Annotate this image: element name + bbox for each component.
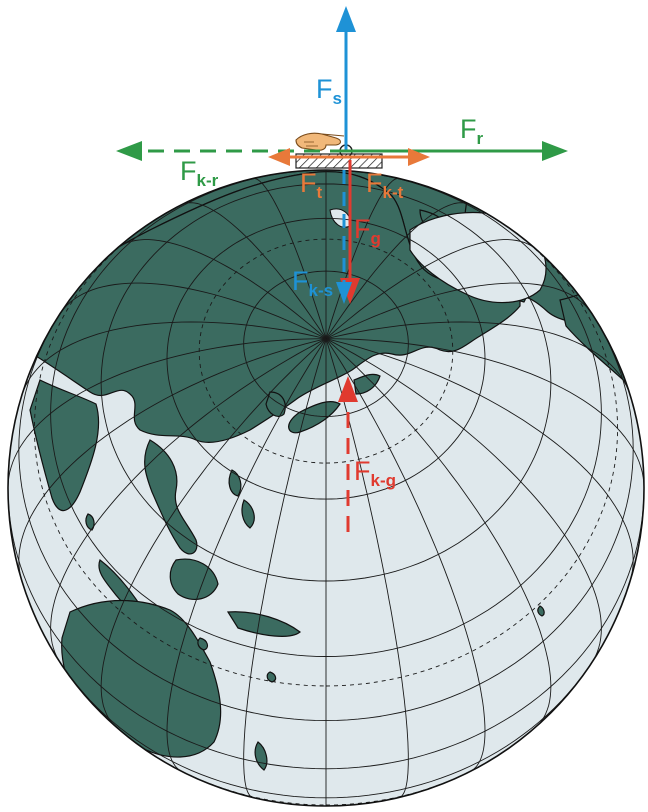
parallel-line	[243, 270, 409, 417]
arrow-f-kt	[346, 148, 430, 166]
parallel-line	[100, 183, 552, 582]
label-f-s: Fs	[316, 74, 342, 108]
meridian-line	[325, 321, 631, 396]
arctic-sea	[409, 211, 547, 304]
meridian-line	[325, 282, 594, 340]
sri-lanka-island	[85, 513, 95, 531]
label-f-r: Fr	[460, 114, 484, 148]
new-guinea-island	[226, 611, 301, 637]
meridian-line	[58, 282, 327, 340]
philippines-island-2	[241, 499, 255, 529]
meridian-line	[166, 338, 327, 772]
meridian-line	[325, 239, 538, 340]
meridian-line	[253, 177, 327, 339]
arrow-f-ks	[336, 170, 352, 304]
tropic-line	[33, 209, 619, 687]
label-f-kg: Fk-g	[354, 456, 396, 490]
label-f-kr: Fk-r	[180, 156, 219, 190]
meridian-line	[180, 202, 327, 339]
tropic-line	[198, 238, 454, 464]
meridian-line	[325, 338, 602, 665]
meridian-line	[18, 338, 327, 581]
small-island	[197, 637, 209, 651]
meridian-line	[100, 338, 327, 726]
label-f-ks: Fk-s	[292, 266, 333, 300]
india-landmass	[29, 379, 100, 512]
label-f-kt: Fk-t	[366, 168, 404, 202]
small-island-2	[266, 671, 277, 683]
meridian-line	[325, 338, 486, 772]
japan-island-2	[353, 373, 381, 395]
parallel-line	[8, 478, 644, 770]
parallel-line	[18, 305, 634, 722]
small-island-3	[537, 605, 545, 617]
arrow-f-r	[346, 141, 568, 161]
pointing-hand-icon	[295, 132, 345, 151]
borneo-island	[169, 558, 219, 601]
southeast-asia-landmass	[144, 439, 198, 555]
label-f-t: Ft	[300, 168, 323, 202]
globe-outline	[7, 169, 645, 807]
meridian-line	[325, 338, 634, 581]
meridian-line	[114, 239, 327, 340]
meridian-line	[325, 202, 472, 339]
arrow-f-kg	[338, 376, 358, 532]
meridian-line	[243, 338, 327, 799]
arrow-f-t	[268, 148, 346, 166]
parallel-line	[166, 217, 486, 500]
arrow-f-kr	[116, 141, 346, 161]
arrow-f-s	[336, 6, 356, 150]
meridian-line	[50, 338, 327, 665]
meridian-line	[325, 338, 552, 726]
meridian-line	[21, 321, 327, 396]
label-f-g: Fg	[354, 214, 381, 248]
meridian-line	[325, 338, 409, 799]
